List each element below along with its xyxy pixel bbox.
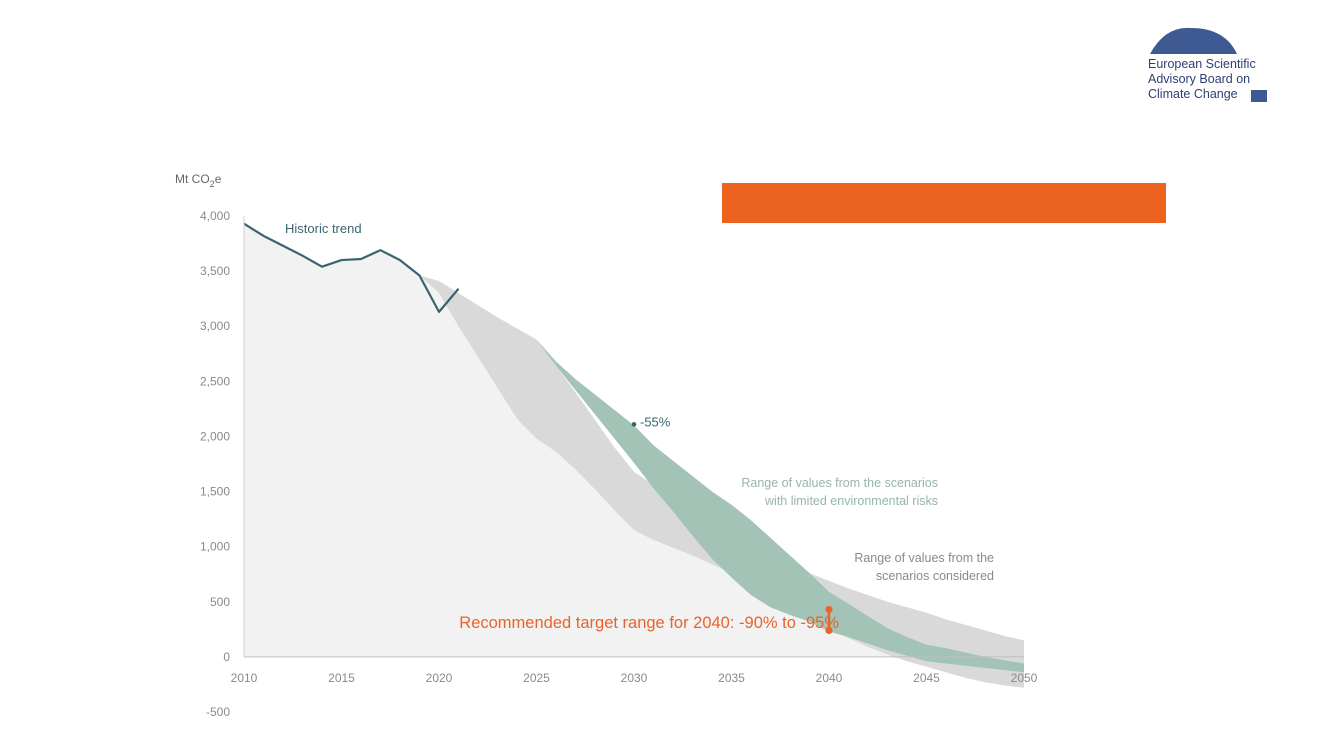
scenarios-range-label: scenarios considered [876, 569, 994, 583]
scenarios-range-band [419, 275, 1024, 688]
x-tick-label: 2035 [718, 671, 745, 685]
y-tick-label: 2,500 [200, 374, 230, 388]
y-tick-label: 3,000 [200, 319, 230, 333]
x-tick-label: 2030 [621, 671, 648, 685]
target-2040-low-point [825, 626, 833, 635]
x-tick-label: 2015 [328, 671, 355, 685]
logo-text-line-3: Climate Change [1148, 87, 1238, 101]
target-2040-high-point [825, 605, 833, 614]
y-tick-label: 4,000 [200, 209, 230, 223]
x-tick-label: 2050 [1011, 671, 1038, 685]
y-tick-label: 1,000 [200, 540, 230, 554]
marker-2030-point [631, 422, 637, 427]
x-tick-label: 2020 [426, 671, 453, 685]
x-tick-label: 2025 [523, 671, 550, 685]
y-tick-label: 1,500 [200, 485, 230, 499]
orange-banner [722, 183, 1166, 223]
x-tick-label: 2010 [231, 671, 258, 685]
x-tick-label: 2040 [816, 671, 843, 685]
esabcc-logo: European Scientific Advisory Board on Cl… [1145, 26, 1275, 106]
logo-graphic [1150, 27, 1267, 102]
limited-risk-range-label: with limited environmental risks [764, 494, 938, 508]
historic-trend-line [243, 222, 460, 313]
y-tick-label: 500 [210, 595, 230, 609]
scenarios-range-label: Range of values from the [854, 551, 994, 565]
limited-risk-range-label: Range of values from the scenarios [741, 476, 938, 490]
y-tick-label: -500 [206, 705, 230, 719]
x-tick-label: 2045 [913, 671, 940, 685]
y-axis-label: Mt CO2e [175, 172, 222, 189]
limited-risk-range-band [536, 339, 1024, 673]
historic-trend-label: Historic trend [285, 221, 362, 236]
y-tick-label: 3,500 [200, 264, 230, 278]
logo-text-line-1: European Scientific [1148, 57, 1256, 71]
target-2040-label: Recommended target range for 2040: -90% … [459, 614, 839, 632]
y-tick-label: 0 [223, 650, 230, 664]
y-tick-label: 2,000 [200, 429, 230, 443]
background-area [244, 223, 894, 657]
logo-text-line-2: Advisory Board on [1148, 72, 1251, 86]
marker-2030-label: -55% [640, 414, 671, 429]
